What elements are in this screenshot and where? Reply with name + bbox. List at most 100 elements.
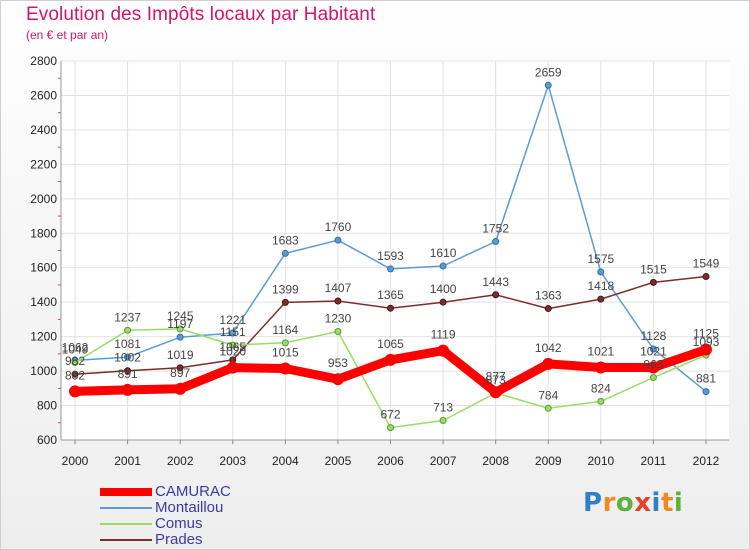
data-label-prades: 1515	[640, 262, 667, 276]
data-point-comus	[544, 404, 552, 412]
data-point-comus	[387, 424, 394, 432]
x-tick-label: 2008	[482, 454, 509, 468]
data-label-comus: 1151	[220, 325, 246, 339]
y-tick-label: 1200	[30, 330, 57, 344]
x-tick-label: 2012	[693, 454, 720, 468]
data-point-montaillou	[387, 265, 394, 273]
data-label-montaillou: 1593	[377, 249, 404, 263]
data-label-montaillou: 1221	[219, 313, 246, 327]
data-point-camurac	[174, 382, 187, 395]
data-point-montaillou	[281, 249, 289, 257]
legend-swatch	[100, 488, 152, 496]
logo-letter: o	[615, 488, 635, 518]
y-tick-label: 2200	[30, 157, 57, 171]
data-point-comus	[176, 325, 184, 333]
data-label-camurac: 1125	[693, 327, 719, 341]
data-label-camurac: 882	[65, 368, 85, 382]
data-point-prades	[439, 298, 447, 306]
data-point-camurac	[331, 373, 344, 386]
data-label-camurac: 1020	[219, 345, 246, 359]
data-label-prades: 1418	[587, 279, 614, 293]
data-point-prades	[544, 305, 552, 313]
data-point-prades	[334, 297, 342, 305]
data-label-comus: 784	[538, 388, 558, 402]
data-label-comus: 672	[380, 408, 400, 422]
data-label-camurac: 897	[170, 366, 190, 380]
data-point-montaillou	[439, 262, 447, 270]
data-label-prades: 1400	[430, 282, 457, 296]
y-tick-label: 800	[37, 399, 57, 413]
x-tick-label: 2007	[430, 454, 457, 468]
legend-item-comus: Comus	[100, 515, 400, 532]
data-point-camurac	[700, 343, 712, 356]
data-point-comus	[597, 397, 605, 405]
y-tick-label: 2800	[30, 54, 57, 68]
x-tick-label: 2000	[62, 454, 89, 468]
data-label-comus: 963	[643, 357, 663, 371]
data-point-comus	[71, 359, 79, 367]
data-point-comus	[439, 417, 447, 425]
data-point-montaillou	[649, 345, 657, 353]
x-tick-label: 2006	[377, 454, 404, 468]
legend-label: Prades	[155, 531, 203, 548]
data-label-camurac: 877	[486, 369, 506, 383]
data-label-camurac: 1021	[640, 344, 667, 358]
chart-subtitle: (en € et par an)	[26, 28, 109, 42]
proxiti-logo: Proxiti	[583, 488, 683, 518]
data-label-prades: 1002	[114, 351, 141, 365]
y-tick-label: 1000	[30, 364, 57, 378]
plot-background	[61, 61, 729, 440]
data-label-montaillou: 1575	[587, 252, 614, 266]
data-label-montaillou: 1683	[272, 233, 299, 247]
data-point-camurac	[384, 353, 397, 366]
data-point-montaillou	[229, 329, 237, 337]
legend-label: CAMURAC	[155, 483, 231, 500]
data-label-camurac: 953	[328, 356, 348, 370]
legend-label: Comus	[155, 515, 203, 532]
data-label-prades: 1549	[693, 257, 720, 271]
y-tick-label: 2000	[30, 192, 57, 206]
data-label-prades: 1363	[535, 289, 562, 303]
data-point-montaillou	[702, 388, 710, 396]
data-label-montaillou: 1197	[167, 317, 193, 331]
data-point-camurac	[489, 386, 502, 399]
data-point-comus	[649, 373, 657, 381]
legend-item-camurac: CAMURAC	[100, 483, 400, 500]
data-point-camurac	[121, 383, 134, 396]
logo-letter: t	[660, 488, 674, 518]
legend-swatch	[100, 539, 152, 541]
data-label-camurac: 1021	[587, 344, 614, 358]
data-label-montaillou: 1128	[641, 329, 667, 343]
x-tick-label: 2001	[114, 454, 141, 468]
y-tick-label: 1400	[30, 295, 57, 309]
x-tick-label: 2009	[535, 454, 562, 468]
data-point-camurac	[69, 385, 81, 398]
logo-letter: r	[602, 488, 616, 518]
data-label-comus: 873	[486, 373, 506, 387]
data-point-comus	[334, 327, 342, 335]
data-label-comus: 713	[433, 401, 453, 415]
data-label-montaillou: 881	[696, 372, 716, 386]
data-label-prades: 1399	[272, 282, 299, 296]
y-tick-label: 600	[37, 433, 57, 447]
data-point-montaillou	[544, 81, 552, 89]
data-point-prades	[649, 278, 657, 286]
data-point-comus	[281, 339, 289, 347]
data-point-montaillou	[124, 353, 132, 361]
data-label-comus: 1237	[114, 310, 141, 324]
data-label-prades: 1065	[219, 340, 246, 354]
data-label-comus: 1230	[325, 311, 352, 325]
data-label-montaillou: 1760	[325, 220, 352, 234]
data-label-comus: 824	[591, 381, 611, 395]
data-label-prades: 982	[65, 354, 85, 368]
y-tick-label: 2600	[30, 88, 57, 102]
y-tick-label: 2400	[30, 123, 57, 137]
data-label-comus: 1245	[167, 309, 194, 323]
data-point-prades	[281, 298, 289, 306]
data-label-camurac: 1065	[377, 337, 404, 351]
data-label-camurac: 1119	[431, 328, 456, 342]
data-label-camurac: 1042	[535, 341, 562, 355]
data-label-prades: 1407	[325, 281, 352, 295]
data-label-comus: 1049	[62, 343, 89, 357]
